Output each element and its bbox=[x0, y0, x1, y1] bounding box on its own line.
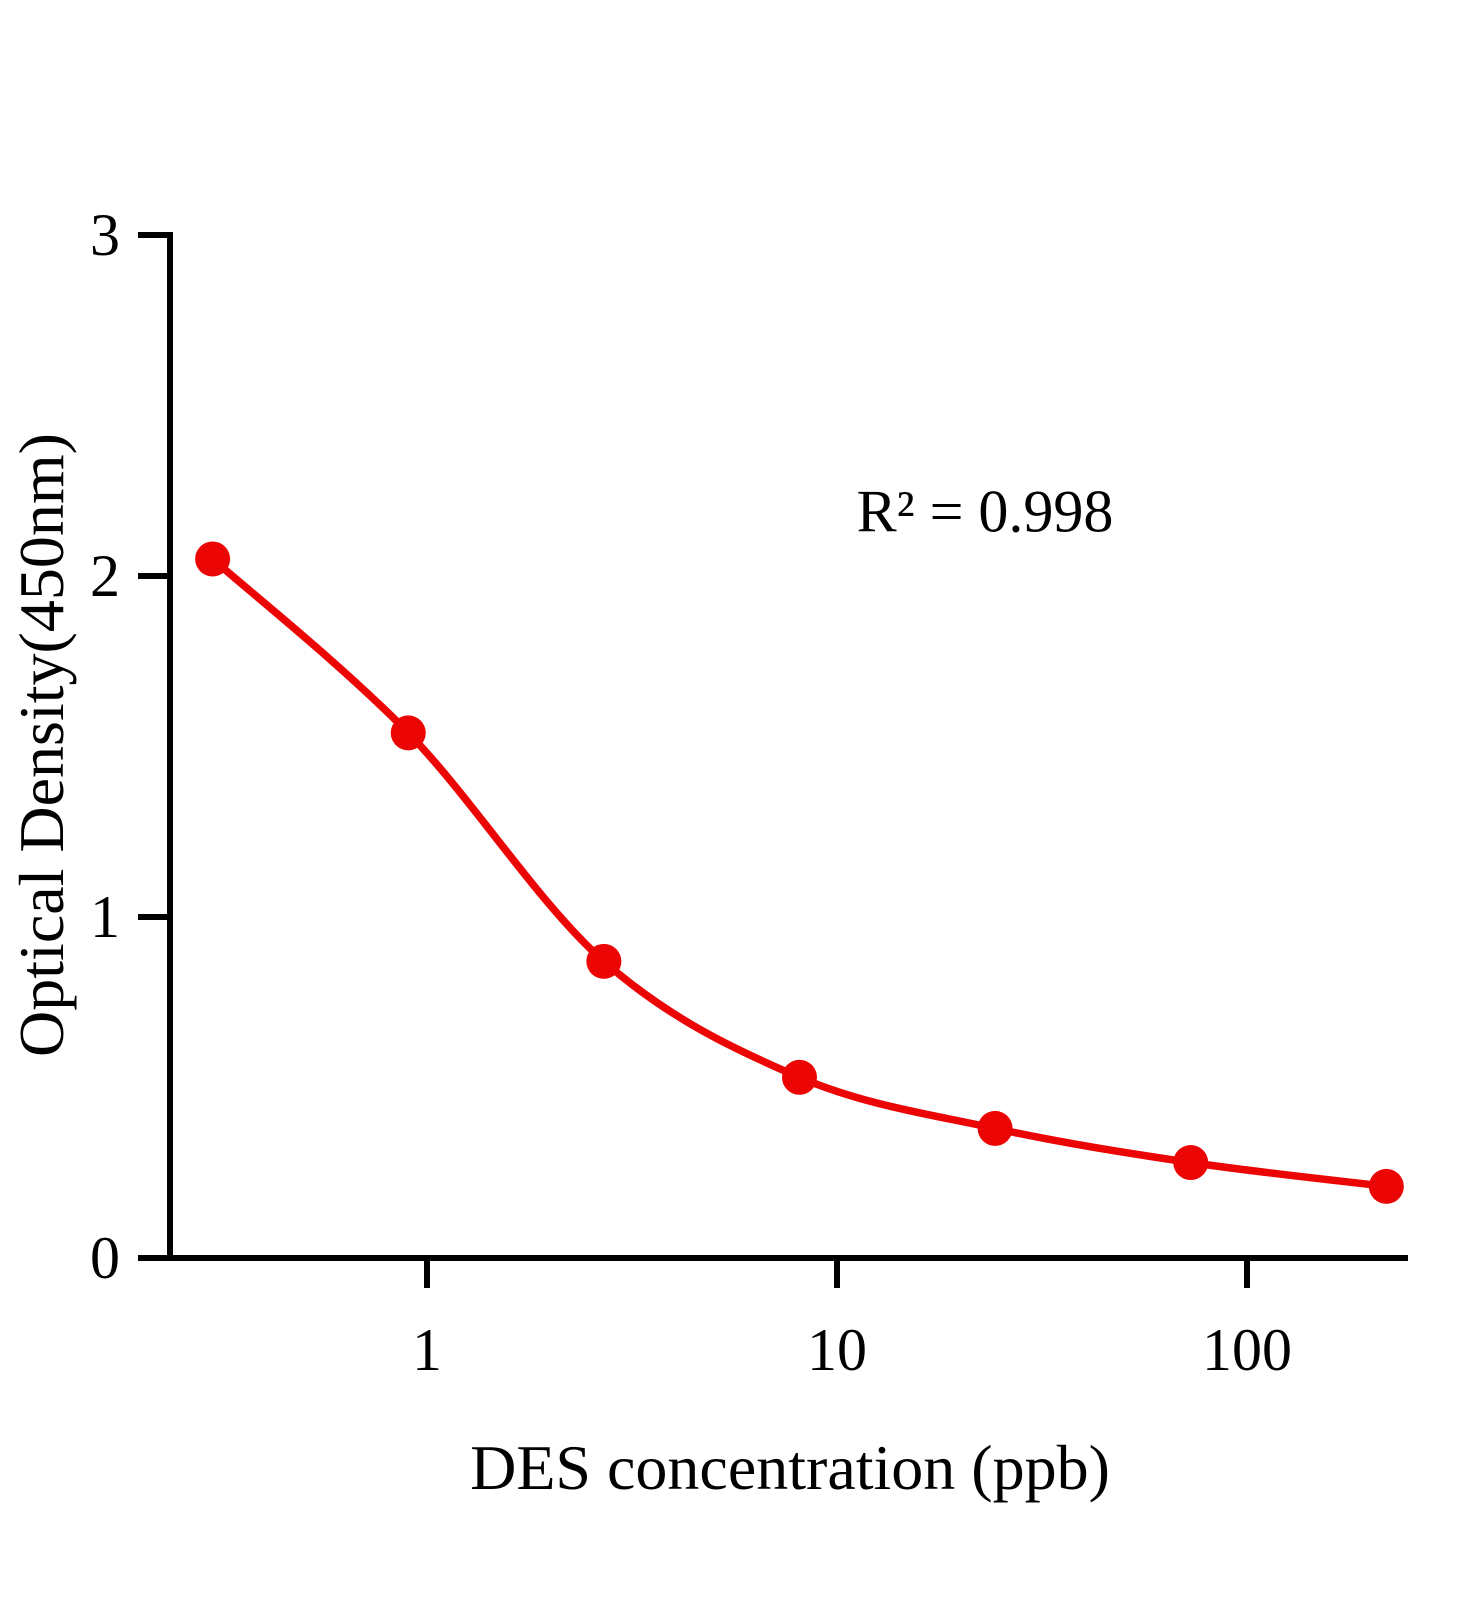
data-point bbox=[1173, 1145, 1209, 1181]
x-tick-label: 1 bbox=[412, 1317, 442, 1383]
data-point bbox=[781, 1059, 817, 1095]
y-tick-label: 1 bbox=[90, 884, 120, 950]
data-point bbox=[195, 541, 231, 577]
y-tick-label: 0 bbox=[90, 1225, 120, 1291]
x-tick-label: 100 bbox=[1202, 1317, 1292, 1383]
y-axis-title: Optical Density(450nm) bbox=[6, 433, 77, 1057]
data-point bbox=[1368, 1168, 1404, 1204]
data-point bbox=[586, 943, 622, 979]
x-axis-title: DES concentration (ppb) bbox=[470, 1432, 1110, 1503]
data-point bbox=[390, 715, 426, 751]
r-squared-annotation: R² = 0.998 bbox=[856, 478, 1114, 545]
y-tick-label: 2 bbox=[90, 543, 120, 609]
axis-lines bbox=[167, 232, 1408, 1261]
x-tick-label: 10 bbox=[807, 1317, 867, 1383]
y-tick-label: 3 bbox=[90, 202, 120, 268]
data-point bbox=[977, 1110, 1013, 1146]
